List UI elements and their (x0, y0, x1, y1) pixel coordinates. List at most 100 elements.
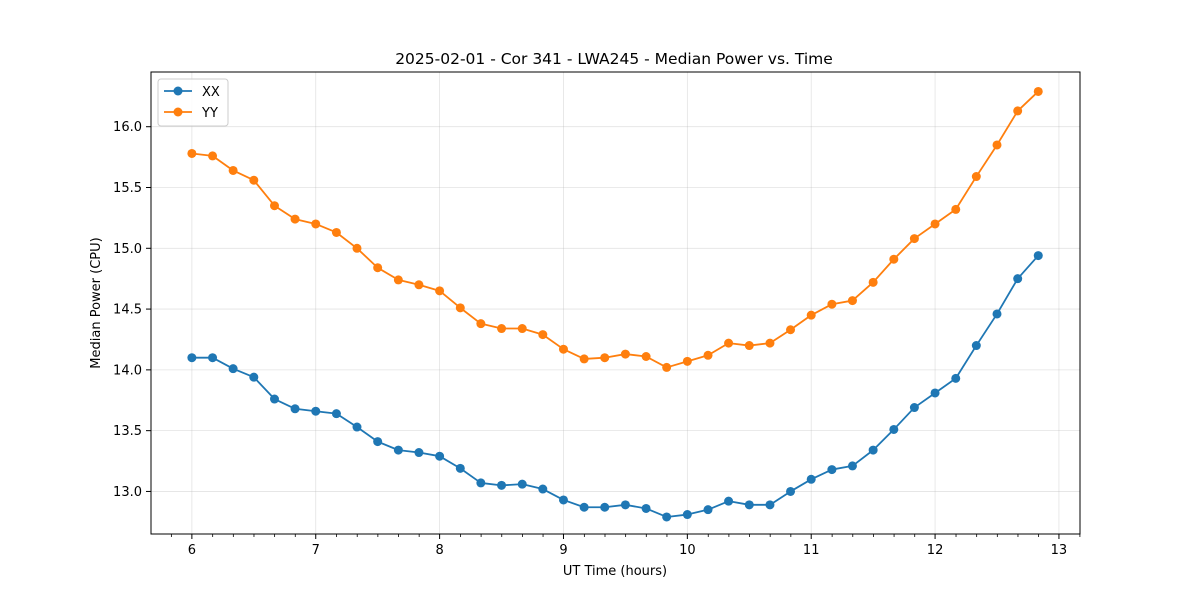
y-axis-label: Median Power (CPU) (89, 237, 104, 368)
legend-marker-xx (173, 86, 183, 96)
legend-label-yy: YY (201, 106, 218, 121)
x-tick-label: 9 (559, 543, 567, 558)
data-point-xx (497, 480, 507, 490)
data-point-yy (806, 310, 816, 320)
legend: XX YY (157, 78, 229, 127)
data-point-yy (1033, 86, 1043, 96)
y-tick-label: 14.0 (113, 363, 142, 378)
series-yy (187, 86, 1043, 372)
data-point-yy (951, 204, 961, 214)
data-point-yy (249, 175, 259, 185)
data-point-xx (208, 353, 218, 363)
data-point-xx (786, 486, 796, 496)
data-point-yy (393, 275, 403, 285)
data-point-yy (269, 201, 279, 211)
data-point-yy (620, 349, 630, 359)
data-point-xx (806, 474, 816, 484)
x-tick-label: 8 (435, 543, 443, 558)
data-point-xx (517, 479, 527, 489)
y-tick-label: 13.0 (113, 485, 142, 500)
data-point-yy (682, 356, 692, 366)
data-point-xx (662, 512, 672, 522)
data-point-yy (311, 219, 321, 229)
data-point-yy (476, 319, 486, 329)
data-point-yy (579, 354, 589, 364)
data-point-yy (724, 338, 734, 348)
data-point-xx (909, 403, 919, 413)
y-tick-label: 13.5 (113, 424, 142, 439)
data-point-yy (373, 263, 383, 273)
data-point-yy (208, 151, 218, 161)
data-point-xx (249, 372, 259, 382)
x-tick-label: 11 (803, 543, 820, 558)
x-tick-label: 12 (927, 543, 944, 558)
data-point-yy (847, 296, 857, 306)
data-point-xx (703, 505, 713, 515)
data-point-xx (847, 461, 857, 471)
data-point-yy (786, 325, 796, 335)
data-point-xx (290, 404, 300, 414)
data-point-yy (600, 353, 610, 363)
data-point-yy (971, 172, 981, 182)
y-tick-label: 16.0 (113, 120, 142, 135)
data-point-xx (1013, 274, 1023, 284)
data-point-yy (352, 243, 362, 253)
data-point-xx (269, 394, 279, 404)
data-point-yy (765, 338, 775, 348)
data-point-xx (930, 388, 940, 398)
data-point-xx (827, 465, 837, 475)
data-point-yy (909, 234, 919, 244)
data-point-yy (1013, 106, 1023, 116)
legend-item-xx: XX (164, 85, 220, 100)
ticks-layer: 6 7 8 9 10 11 12 13 13.0 13.5 14.0 14.5 15.0 15.5 16.0 (113, 120, 1081, 558)
data-point-yy (228, 165, 238, 175)
data-point-xx (187, 353, 197, 363)
x-tick-label: 7 (312, 543, 320, 558)
data-point-xx (311, 406, 321, 416)
data-point-xx (331, 409, 341, 419)
data-point-yy (827, 299, 837, 309)
data-point-yy (703, 350, 713, 360)
data-point-yy (641, 351, 651, 361)
data-point-xx (600, 502, 610, 512)
x-tick-label: 6 (188, 543, 196, 558)
data-point-yy (662, 362, 672, 372)
legend-label-xx: XX (202, 85, 220, 100)
data-point-yy (744, 341, 754, 351)
data-point-yy (889, 254, 899, 264)
data-point-xx (992, 309, 1002, 319)
data-point-xx (476, 478, 486, 488)
plot-frame (150, 71, 1081, 535)
data-point-yy (538, 330, 548, 340)
data-point-xx (579, 502, 589, 512)
data-point-yy (992, 140, 1002, 150)
data-point-yy (187, 148, 197, 158)
data-point-xx (641, 503, 651, 513)
data-point-yy (331, 227, 341, 237)
data-point-xx (393, 445, 403, 455)
legend-item-yy: YY (164, 106, 218, 121)
data-point-yy (290, 214, 300, 224)
grid-layer (151, 72, 1080, 534)
data-point-xx (744, 500, 754, 510)
series-xx (187, 251, 1043, 522)
data-point-xx (724, 496, 734, 506)
data-point-xx (558, 495, 568, 505)
data-point-xx (1033, 251, 1043, 261)
data-point-xx (868, 445, 878, 455)
data-point-xx (435, 451, 445, 461)
legend-marker-yy (173, 107, 183, 117)
chart-title: 2025-02-01 - Cor 341 - LWA245 - Median P… (395, 50, 833, 68)
x-tick-label: 10 (679, 543, 696, 558)
data-point-xx (538, 484, 548, 494)
data-point-yy (868, 277, 878, 287)
data-point-yy (455, 303, 465, 313)
data-point-yy (930, 219, 940, 229)
data-point-xx (228, 364, 238, 374)
series-layer (187, 86, 1043, 522)
data-point-yy (497, 324, 507, 334)
data-point-xx (682, 510, 692, 520)
data-point-yy (517, 324, 527, 334)
data-point-xx (352, 422, 362, 432)
